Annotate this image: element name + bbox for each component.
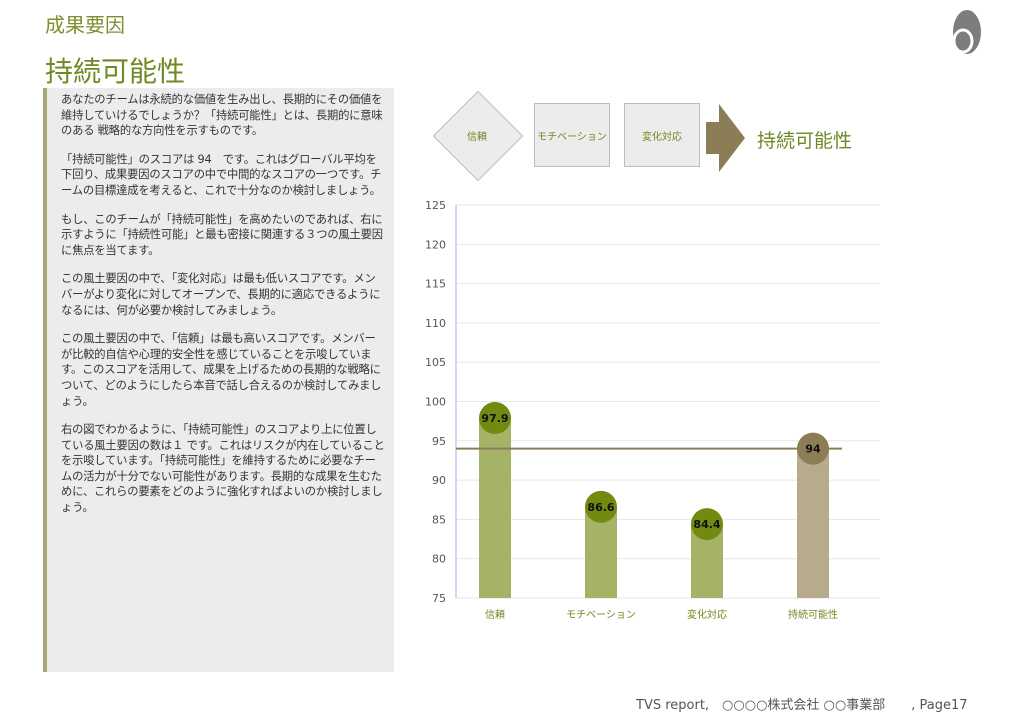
paragraph: この風土要因の中で、「変化対応」は最も低いスコアです。メンバーがより変化に対して… [61, 272, 381, 317]
y-tick-label: 125 [425, 199, 446, 212]
x-tick-label: モチベーション [566, 609, 636, 621]
factor-motivation: モチベーション [534, 103, 610, 167]
arrow-right-icon [706, 104, 745, 172]
section-title: 成果要因 [45, 13, 125, 37]
x-tick-label: 変化対応 [687, 608, 727, 621]
x-tick-label: 持続可能性 [788, 608, 838, 621]
paragraph: 「持続可能性」のスコアは 94 です。これはグローバル平均を下回り、成果要因のス… [61, 152, 382, 197]
value-bubble [479, 402, 511, 435]
paragraph: この風土要因の中で、「信頼」は最も高いスコアです。メンバーが比較的自信や心理的安… [61, 332, 382, 408]
data-label: 97.9 [481, 412, 508, 425]
paragraph: もし、このチームが「持続可能性」を高めたいのであれば、右に示すように「持続性可能… [61, 212, 383, 257]
y-tick-label: 120 [425, 238, 446, 251]
target-factor: 持続可能性 [757, 130, 853, 152]
description-panel: あなたのチームは永続的な価値を生み出し、長期的にその価値を維持していけるでしょう… [43, 88, 394, 672]
y-tick-label: 115 [425, 278, 446, 291]
paragraph: 右の図でわかるように、「持続可能性」のスコアより上に位置している風土要因の数は１… [61, 423, 385, 515]
y-tick-label: 90 [432, 474, 446, 487]
y-tick-label: 105 [425, 356, 446, 369]
bar [797, 448, 829, 598]
data-label: 86.6 [587, 501, 614, 514]
logo-icon [952, 10, 981, 54]
value-bubble [691, 508, 723, 541]
y-tick-label: 85 [432, 513, 446, 526]
x-tick-label: 信頼 [485, 609, 505, 621]
footer: TVS report, ○○○○株式会社 ○○事業部 , Page17 [636, 698, 968, 713]
data-label: 94 [805, 443, 821, 456]
y-tick-label: 110 [425, 317, 446, 330]
factor-change: 変化対応 [624, 103, 700, 167]
value-bubble [585, 490, 617, 523]
y-tick-label: 80 [432, 553, 446, 566]
paragraph: あなたのチームは永続的な価値を生み出し、長期的にその価値を維持していけるでしょう… [61, 93, 383, 138]
y-tick-label: 95 [432, 435, 446, 448]
page-title: 持続可能性 [45, 55, 186, 88]
y-tick-label: 75 [432, 592, 446, 605]
data-label: 84.4 [693, 518, 720, 531]
bar [479, 418, 511, 598]
value-bubble [797, 432, 829, 465]
y-tick-label: 100 [425, 396, 446, 409]
bar-chart: 75 80 85 90 95 100 105 110 115 120 125 信頼 モチベーション 変化対… [425, 199, 880, 621]
factor-trust: 信頼 [467, 131, 487, 143]
